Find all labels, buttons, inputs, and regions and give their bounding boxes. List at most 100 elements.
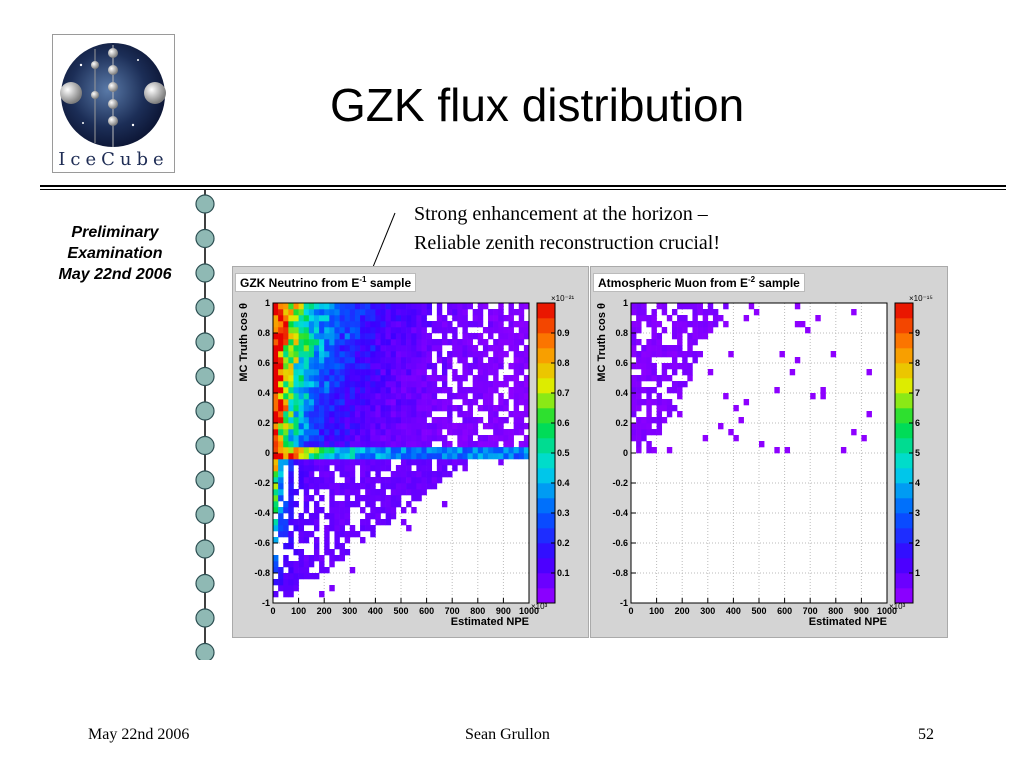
heatmap-cell xyxy=(385,321,392,328)
heatmap-cell xyxy=(631,363,637,370)
heatmap-cell xyxy=(365,465,371,472)
heatmap-cell xyxy=(308,459,315,466)
heatmap-cell xyxy=(349,363,356,370)
heatmap-cell xyxy=(313,525,320,532)
heatmap-cell xyxy=(493,387,499,394)
heatmap-cell xyxy=(365,315,371,322)
heatmap-cell xyxy=(370,513,376,520)
bead xyxy=(195,194,215,214)
heatmap-cell xyxy=(354,453,361,460)
heatmap-cell xyxy=(390,375,397,382)
heatmap-cell xyxy=(293,423,299,430)
heatmap-cell xyxy=(518,411,525,418)
heatmap-cell xyxy=(523,345,530,352)
heatmap-cell xyxy=(467,429,473,436)
heatmap-cell xyxy=(365,363,371,370)
colorbar-swatch xyxy=(895,453,913,469)
heatmap-cell xyxy=(319,423,325,430)
heatmap-cell xyxy=(411,399,417,406)
heatmap-cell xyxy=(293,573,299,580)
heatmap-cell xyxy=(385,483,392,490)
heatmap-cell xyxy=(313,387,320,394)
heatmap-cell xyxy=(375,309,381,316)
heatmap-cell xyxy=(671,321,678,328)
heatmap-cell xyxy=(636,327,642,334)
heatmap-cell xyxy=(426,471,433,478)
heatmap-cell xyxy=(677,393,683,400)
heatmap-cell xyxy=(283,591,289,598)
heatmap-cell xyxy=(441,423,448,430)
colorbar-swatch xyxy=(537,393,555,409)
heatmap-cell xyxy=(523,351,530,358)
heatmap-cell xyxy=(431,399,438,406)
heatmap-cell xyxy=(278,309,284,316)
heatmap-cell xyxy=(339,327,345,334)
heatmap-cell xyxy=(303,495,310,502)
heatmap-cell xyxy=(324,513,330,520)
heatmap-cell xyxy=(288,471,294,478)
heatmap-cell xyxy=(452,423,458,430)
heatmap-cell xyxy=(636,321,642,328)
heatmap-cell xyxy=(385,423,392,430)
heatmap-cell xyxy=(344,405,351,412)
heatmap-cell xyxy=(431,321,438,328)
heatmap-cell xyxy=(677,339,683,346)
heatmap-cell xyxy=(344,423,351,430)
y-tick-label: -0.2 xyxy=(612,478,628,488)
heatmap-cell xyxy=(380,357,386,364)
heatmap-cell xyxy=(523,453,530,460)
heatmap-cell xyxy=(344,351,351,358)
heatmap-cell xyxy=(288,453,294,460)
heatmap-cell xyxy=(354,495,361,502)
heatmap-cell xyxy=(447,357,453,364)
heatmap-cell xyxy=(406,303,412,310)
heatmap-cell xyxy=(313,537,320,544)
heatmap-cell xyxy=(370,405,376,412)
heatmap-cell xyxy=(278,453,284,460)
heatmap-cell xyxy=(523,435,530,442)
heatmap-cell xyxy=(308,471,315,478)
heatmap-cell xyxy=(631,387,637,394)
heatmap-cell xyxy=(334,327,340,334)
heatmap-cell xyxy=(293,441,299,448)
heatmap-cell xyxy=(692,315,698,322)
heatmap-cell xyxy=(523,363,530,370)
heatmap-cell xyxy=(421,339,427,346)
heatmap-cell xyxy=(313,417,320,424)
heatmap-cell xyxy=(344,369,351,376)
heatmap-cell xyxy=(646,429,652,436)
heatmap-cell xyxy=(411,345,417,352)
heatmap-cell xyxy=(354,345,361,352)
heatmap-cell xyxy=(488,447,494,454)
heatmap-cell xyxy=(339,315,345,322)
heatmap-cell xyxy=(283,453,289,460)
heatmap-cell xyxy=(441,357,448,364)
heatmap-cell xyxy=(692,339,698,346)
heatmap-cell xyxy=(416,441,422,448)
heatmap-cell xyxy=(283,399,289,406)
heatmap-cell xyxy=(319,465,325,472)
heatmap-cell xyxy=(390,327,397,334)
heatmap-cell xyxy=(656,351,663,358)
heatmap-cell xyxy=(334,339,340,346)
heatmap-cell xyxy=(370,303,376,310)
heatmap-cell xyxy=(671,327,678,334)
heatmap-cell xyxy=(303,429,310,436)
heatmap-cell xyxy=(523,381,530,388)
heatmap-cell xyxy=(411,387,417,394)
colorbar-swatch xyxy=(537,453,555,469)
heatmap-cell xyxy=(631,351,637,358)
heatmap-cell xyxy=(656,423,663,430)
heatmap-cell xyxy=(303,399,310,406)
heatmap-cell xyxy=(375,381,381,388)
heatmap-cell xyxy=(288,507,294,514)
heatmap-cell xyxy=(636,309,642,316)
heatmap-cell xyxy=(503,441,509,448)
heatmap-cell xyxy=(395,339,402,346)
colorbar-swatch xyxy=(895,468,913,484)
heatmap-cell xyxy=(293,369,299,376)
heatmap-cell xyxy=(278,507,284,514)
heatmap-cell xyxy=(523,303,530,310)
colorbar-swatch xyxy=(537,468,555,484)
heatmap-cell xyxy=(406,471,412,478)
